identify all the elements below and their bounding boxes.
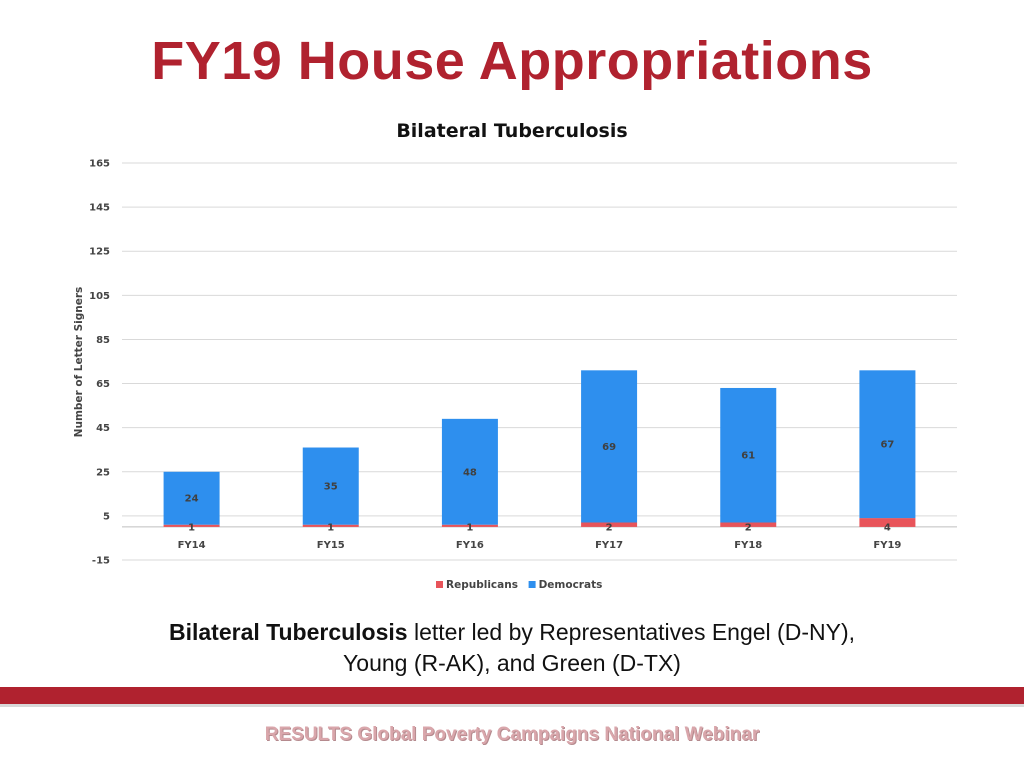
y-tick-label: 65 bbox=[96, 379, 110, 390]
bar-democrats-fy18 bbox=[720, 387, 777, 523]
y-tick-label: 5 bbox=[103, 511, 110, 522]
legend: Republicans Democrats bbox=[436, 579, 602, 591]
data-label-democrats-fy15: 35 bbox=[324, 482, 338, 493]
slide-title: FY19 House Appropriations bbox=[151, 31, 873, 91]
y-tick-label: -15 bbox=[92, 556, 110, 567]
bar-democrats-fy19 bbox=[859, 370, 916, 519]
caption-bold: Bilateral Tuberculosis bbox=[168, 619, 408, 645]
data-label-democrats-fy18: 61 bbox=[741, 451, 755, 462]
bar-democrats-fy17 bbox=[581, 370, 638, 523]
data-label-democrats-fy14: 24 bbox=[185, 494, 199, 505]
bar-republicans-fy15 bbox=[302, 524, 359, 527]
data-label-republicans-fy17: 2 bbox=[606, 522, 613, 533]
y-tick-label: 45 bbox=[96, 423, 110, 434]
bar-republicans-fy14 bbox=[163, 524, 220, 527]
bar-republicans-fy18 bbox=[720, 522, 777, 527]
x-category-label: FY17 bbox=[595, 540, 623, 551]
data-label-democrats-fy16: 48 bbox=[463, 467, 477, 478]
data-label-democrats-fy19: 67 bbox=[880, 440, 894, 451]
data-label-republicans-fy16: 1 bbox=[466, 522, 473, 533]
x-axis-categories: FY14 FY15 FY16 FY17 FY18 FY19 bbox=[178, 540, 902, 551]
x-category-label: FY14 bbox=[178, 540, 206, 551]
legend-swatch-democrats bbox=[528, 581, 536, 588]
caption: Bilateral Tuberculosis letter led by Rep… bbox=[112, 617, 912, 679]
y-tick-label: 25 bbox=[96, 467, 110, 478]
y-axis-label: Number of Letter Signers bbox=[73, 287, 85, 438]
gridlines bbox=[122, 162, 957, 561]
x-category-label: FY18 bbox=[734, 540, 762, 551]
caption-line1-rest: letter led by Representatives Engel (D-N… bbox=[407, 619, 855, 645]
y-tick-label: 85 bbox=[96, 335, 110, 346]
bars bbox=[163, 370, 916, 527]
data-labels: 1 24 1 35 1 48 2 69 2 61 4 67 bbox=[185, 440, 895, 534]
data-label-republicans-fy19: 4 bbox=[884, 522, 891, 533]
bar-democrats-fy14 bbox=[163, 471, 220, 525]
y-tick-label: 125 bbox=[89, 247, 110, 258]
bar-democrats-fy16 bbox=[441, 418, 498, 525]
footer-bar-shadow bbox=[0, 704, 1024, 707]
bar-republicans-fy16 bbox=[441, 524, 498, 527]
data-label-democrats-fy17: 69 bbox=[602, 442, 616, 453]
chart-title: Bilateral Tuberculosis bbox=[396, 120, 627, 142]
y-tick-label: 145 bbox=[89, 203, 110, 214]
stacked-bar-chart: Bilateral Tuberculosis -1552545658510512… bbox=[73, 120, 957, 591]
bar-republicans-fy19 bbox=[859, 518, 916, 527]
y-tick-label: 105 bbox=[89, 291, 110, 302]
bar-democrats-fy15 bbox=[302, 447, 359, 525]
y-axis-ticks: -15 5 25 45 65 85 105 125 145 165 bbox=[89, 159, 110, 567]
caption-line2: Young (R-AK), and Green (D-TX) bbox=[343, 650, 681, 676]
x-category-label: FY15 bbox=[317, 540, 345, 551]
y-tick-label: 165 bbox=[89, 159, 110, 170]
x-category-label: FY16 bbox=[456, 540, 484, 551]
legend-label-democrats: Democrats bbox=[539, 579, 603, 591]
data-label-republicans-fy15: 1 bbox=[327, 522, 334, 533]
x-category-label: FY19 bbox=[873, 540, 901, 551]
bar-republicans-fy17 bbox=[581, 522, 638, 527]
legend-label-republicans: Republicans bbox=[446, 579, 518, 591]
legend-swatch-republicans bbox=[436, 581, 443, 588]
data-label-republicans-fy18: 2 bbox=[745, 522, 752, 533]
footer-bar bbox=[0, 687, 1024, 704]
data-label-republicans-fy14: 1 bbox=[188, 522, 195, 533]
footer-text: RESULTS Global Poverty Campaigns Nationa… bbox=[264, 724, 760, 745]
